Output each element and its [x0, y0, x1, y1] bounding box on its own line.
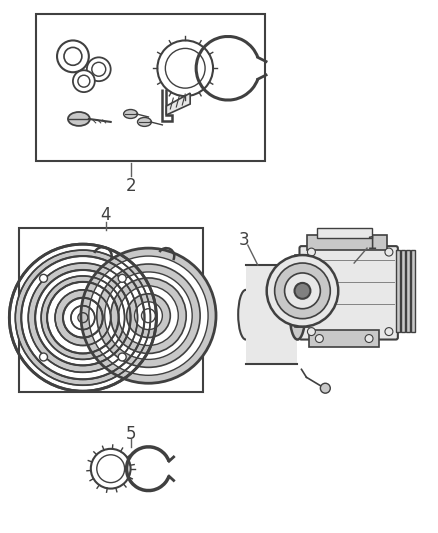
- Circle shape: [81, 248, 216, 383]
- Circle shape: [39, 353, 47, 361]
- Bar: [309, 329, 379, 348]
- Circle shape: [294, 283, 311, 299]
- Bar: [19, 228, 203, 392]
- Text: 3: 3: [239, 231, 249, 249]
- Circle shape: [87, 58, 111, 81]
- Circle shape: [63, 298, 103, 337]
- Circle shape: [267, 255, 338, 327]
- Circle shape: [92, 62, 106, 76]
- Text: 2: 2: [125, 176, 136, 195]
- Polygon shape: [166, 93, 190, 115]
- FancyBboxPatch shape: [300, 246, 398, 340]
- Circle shape: [39, 274, 47, 282]
- Circle shape: [97, 264, 200, 367]
- Ellipse shape: [290, 290, 305, 340]
- Bar: [401, 250, 405, 332]
- Circle shape: [73, 70, 95, 92]
- Circle shape: [78, 75, 90, 87]
- Circle shape: [127, 294, 170, 337]
- Circle shape: [118, 274, 126, 282]
- Circle shape: [15, 250, 150, 385]
- Circle shape: [118, 353, 126, 361]
- Circle shape: [315, 335, 323, 343]
- Circle shape: [285, 273, 320, 309]
- Bar: [36, 14, 265, 160]
- Ellipse shape: [293, 302, 301, 327]
- Ellipse shape: [292, 266, 301, 274]
- Circle shape: [64, 47, 82, 65]
- Text: 1: 1: [366, 235, 376, 253]
- Bar: [406, 250, 410, 332]
- Circle shape: [55, 290, 111, 345]
- Circle shape: [89, 256, 208, 375]
- Circle shape: [320, 383, 330, 393]
- Bar: [318, 228, 372, 238]
- Circle shape: [35, 270, 131, 365]
- Bar: [294, 255, 309, 327]
- Bar: [307, 235, 387, 250]
- Circle shape: [47, 282, 119, 353]
- Circle shape: [385, 328, 393, 336]
- Circle shape: [41, 276, 124, 359]
- Text: 4: 4: [100, 206, 111, 224]
- Circle shape: [134, 302, 162, 329]
- Circle shape: [57, 41, 89, 72]
- Circle shape: [119, 286, 178, 345]
- Text: 5: 5: [125, 425, 136, 443]
- Bar: [396, 250, 400, 332]
- Ellipse shape: [124, 109, 138, 118]
- Ellipse shape: [292, 316, 301, 324]
- Circle shape: [28, 263, 138, 373]
- Circle shape: [307, 248, 315, 256]
- Circle shape: [365, 335, 373, 343]
- Circle shape: [307, 328, 315, 336]
- Bar: [411, 250, 415, 332]
- Circle shape: [385, 248, 393, 256]
- Ellipse shape: [238, 290, 254, 340]
- Circle shape: [21, 256, 145, 379]
- Circle shape: [105, 272, 192, 359]
- Circle shape: [111, 278, 186, 353]
- Ellipse shape: [138, 117, 152, 126]
- Circle shape: [275, 263, 330, 319]
- Bar: [246, 265, 297, 365]
- Ellipse shape: [292, 296, 301, 304]
- Ellipse shape: [68, 112, 90, 126]
